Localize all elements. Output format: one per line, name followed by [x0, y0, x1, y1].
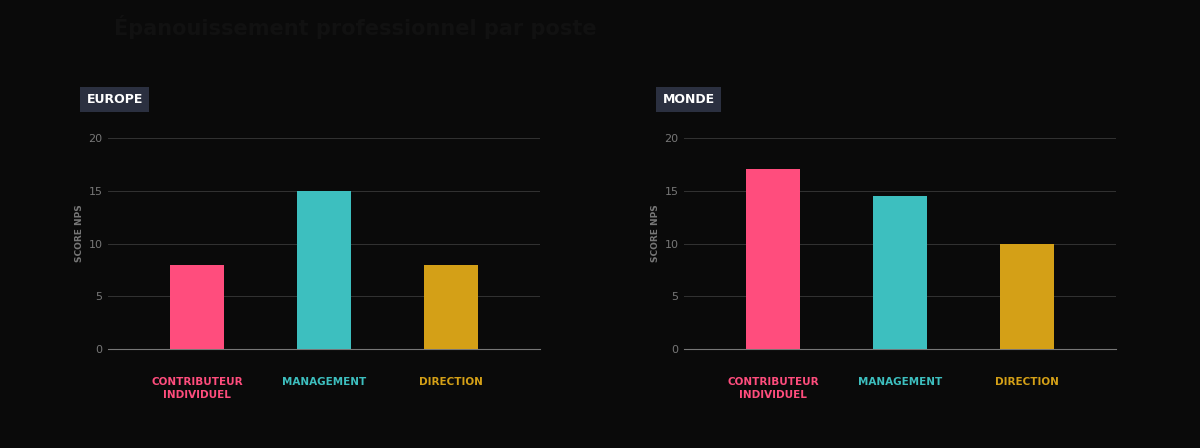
Y-axis label: SCORE NPS: SCORE NPS: [76, 204, 84, 262]
Text: CONTRIBUTEUR
INDIVIDUEL: CONTRIBUTEUR INDIVIDUEL: [727, 377, 818, 400]
Text: CONTRIBUTEUR
INDIVIDUEL: CONTRIBUTEUR INDIVIDUEL: [151, 377, 242, 400]
Bar: [746, 169, 799, 349]
Text: MONDE: MONDE: [662, 93, 714, 106]
Text: EUROPE: EUROPE: [86, 93, 143, 106]
Y-axis label: SCORE NPS: SCORE NPS: [652, 204, 660, 262]
Text: DIRECTION: DIRECTION: [995, 377, 1058, 388]
Bar: [170, 265, 223, 349]
Bar: [298, 190, 350, 349]
Text: MANAGEMENT: MANAGEMENT: [282, 377, 366, 388]
Text: MANAGEMENT: MANAGEMENT: [858, 377, 942, 388]
Text: Épanouissement professionnel par poste: Épanouissement professionnel par poste: [114, 15, 598, 39]
Bar: [425, 265, 478, 349]
Text: DIRECTION: DIRECTION: [419, 377, 482, 388]
Bar: [874, 196, 926, 349]
Bar: [1001, 244, 1054, 349]
